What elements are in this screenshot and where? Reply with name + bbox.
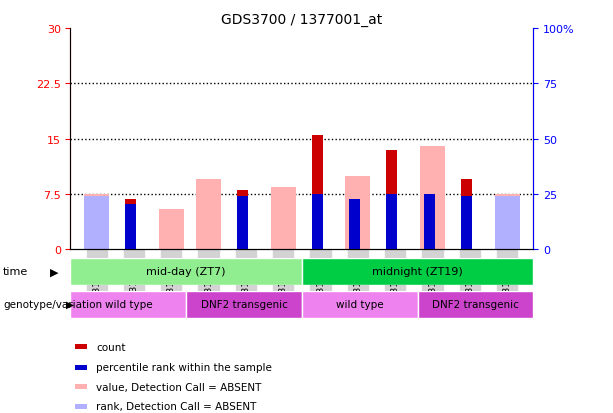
Text: time: time — [3, 267, 28, 277]
Bar — [302, 291, 417, 318]
Bar — [125, 200, 136, 250]
Bar — [420, 147, 445, 250]
Bar — [159, 209, 184, 250]
Bar — [84, 197, 109, 250]
Text: wild type: wild type — [336, 299, 384, 310]
Bar — [461, 197, 472, 250]
Bar — [237, 191, 248, 250]
Bar — [271, 187, 295, 250]
Text: genotype/variation: genotype/variation — [3, 299, 102, 309]
Bar — [125, 204, 136, 250]
Bar — [75, 384, 86, 389]
Text: value, Detection Call = ABSENT: value, Detection Call = ABSENT — [96, 382, 261, 392]
Bar — [75, 344, 86, 349]
Title: GDS3700 / 1377001_at: GDS3700 / 1377001_at — [221, 12, 383, 26]
Text: ▶: ▶ — [66, 299, 74, 309]
Bar — [461, 180, 472, 250]
Text: DNF2 transgenic: DNF2 transgenic — [200, 299, 287, 310]
Bar — [196, 180, 221, 250]
Bar — [75, 404, 86, 409]
Text: percentile rank within the sample: percentile rank within the sample — [96, 363, 272, 373]
Bar — [312, 195, 323, 250]
Bar — [346, 176, 370, 250]
Text: ▶: ▶ — [50, 267, 59, 277]
Text: mid-day (ZT7): mid-day (ZT7) — [147, 266, 226, 277]
Bar — [417, 291, 533, 318]
Text: wild type: wild type — [105, 299, 152, 310]
Bar — [237, 197, 248, 250]
Bar — [186, 291, 302, 318]
Text: DNF2 transgenic: DNF2 transgenic — [432, 299, 519, 310]
Text: rank, Detection Call = ABSENT: rank, Detection Call = ABSENT — [96, 401, 256, 411]
Text: count: count — [96, 342, 126, 352]
Bar — [84, 195, 109, 250]
Bar — [70, 258, 302, 285]
Bar — [302, 258, 533, 285]
Text: midnight (ZT19): midnight (ZT19) — [372, 266, 463, 277]
Bar — [312, 136, 323, 250]
Bar — [424, 195, 435, 250]
Bar — [386, 150, 397, 250]
Bar — [495, 197, 520, 250]
Bar — [386, 195, 397, 250]
Bar — [75, 365, 86, 370]
Bar — [70, 291, 186, 318]
Bar — [495, 195, 520, 250]
Bar — [349, 200, 360, 250]
